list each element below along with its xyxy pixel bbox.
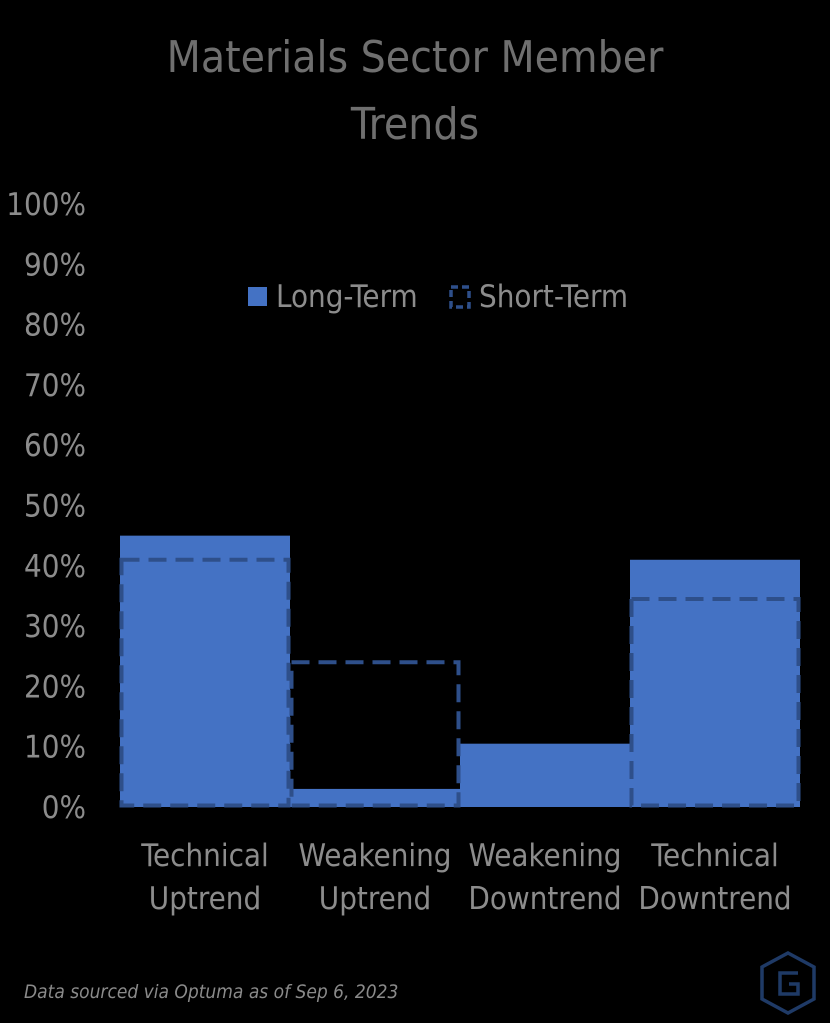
short-term-bar	[289, 660, 461, 808]
y-tick-label: 70%	[24, 368, 86, 404]
chart-title-line-1: Materials Sector Member	[166, 32, 664, 83]
long-term-bar	[460, 743, 630, 807]
long-term-bar	[630, 559, 800, 807]
y-tick-label: 100%	[6, 187, 86, 223]
x-category-label: Downtrend	[638, 881, 791, 917]
x-category-label: Technical	[650, 838, 779, 874]
x-category-label: Uptrend	[149, 881, 261, 917]
y-tick-label: 60%	[24, 428, 86, 464]
y-tick-label: 0%	[42, 790, 86, 826]
legend-long-term-label: Long-Term	[276, 279, 418, 315]
y-tick-label: 10%	[24, 730, 86, 766]
x-category-label: Uptrend	[319, 881, 431, 917]
legend-long-term-swatch	[248, 287, 267, 306]
short-term-bar	[629, 596, 801, 808]
x-category-label: Weakening	[468, 838, 621, 874]
x-category-label: Technical	[140, 838, 269, 874]
x-category-label: Weakening	[298, 838, 451, 874]
y-tick-label: 30%	[24, 609, 86, 645]
y-tick-label: 20%	[24, 669, 86, 705]
long-term-bar	[120, 535, 290, 807]
data-source-footnote: Data sourced via Optuma as of Sep 6, 202…	[24, 981, 399, 1003]
y-tick-label: 50%	[24, 489, 86, 525]
short-term-bar	[119, 557, 291, 808]
long-term-bar	[290, 788, 460, 807]
x-category-label: Downtrend	[468, 881, 621, 917]
y-tick-label: 40%	[24, 549, 86, 585]
chart-title-line-2: Trends	[350, 99, 480, 150]
y-tick-label: 80%	[24, 308, 86, 344]
y-tick-label: 90%	[24, 247, 86, 283]
legend-short-term-label: Short-Term	[479, 279, 628, 315]
hexagon-g-logo-icon	[760, 951, 816, 1015]
legend-short-term-swatch	[449, 285, 471, 309]
